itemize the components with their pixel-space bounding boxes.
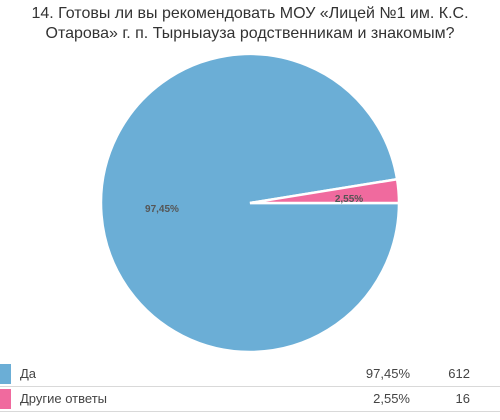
legend-count: 16 <box>455 391 470 406</box>
legend-percent: 97,45% <box>365 366 410 381</box>
legend-percent: 2,55% <box>373 391 410 406</box>
legend-label: Да <box>20 366 37 381</box>
legend-row: Другие ответы 2,55% 16 <box>0 387 500 412</box>
slice-label-da: 97,45% <box>145 204 179 215</box>
chart-title: 14. Готовы ли вы рекомендовать МОУ «Лице… <box>31 5 469 42</box>
legend: Да 97,45% 612 Другие ответы 2,55% 16 <box>0 362 500 412</box>
legend-count: 612 <box>448 366 470 381</box>
legend-swatch <box>0 389 11 409</box>
pie-chart: 97,45% 2,55% <box>99 52 401 354</box>
legend-label: Другие ответы <box>20 391 107 406</box>
slice-label-other: 2,55% <box>335 194 363 205</box>
pie-slice-other <box>249 177 401 205</box>
legend-row: Да 97,45% 612 <box>0 362 500 387</box>
legend-swatch <box>0 364 11 384</box>
